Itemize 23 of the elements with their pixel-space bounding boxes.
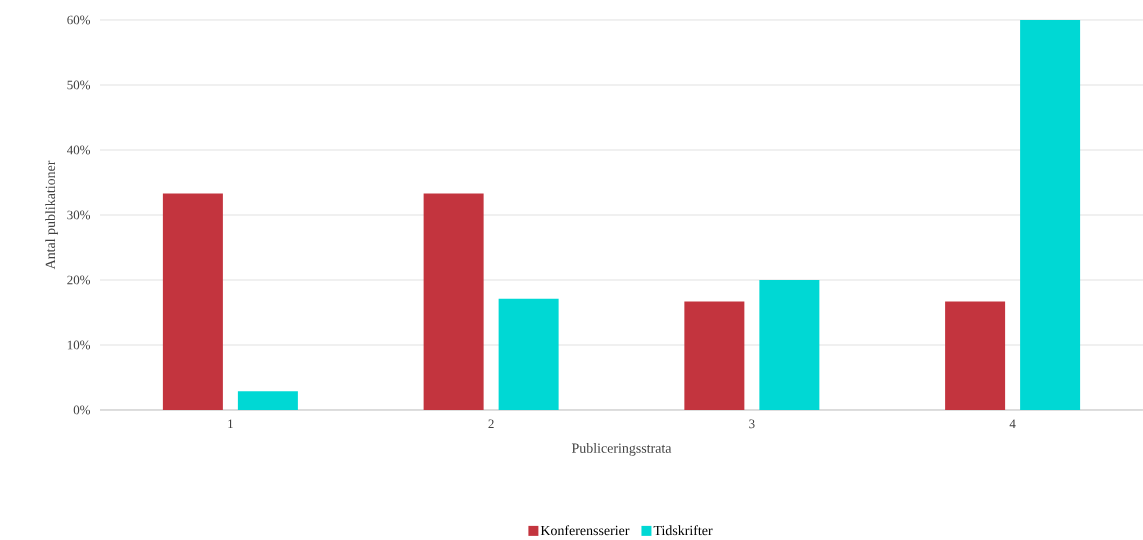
y-tick-label: 30% (67, 210, 91, 220)
y-tick-label: 10% (67, 340, 91, 350)
bar (1020, 19, 1081, 410)
y-axis-title: Antal publikationer (45, 160, 58, 270)
y-tick-label: 50% (67, 80, 91, 90)
x-axis-title: Publiceringsstrata (571, 443, 672, 456)
y-tick-label: 20% (67, 275, 91, 285)
y-tick-label: 40% (67, 145, 91, 155)
bar (423, 193, 484, 410)
bar (945, 301, 1006, 410)
bar (498, 298, 559, 410)
bar (237, 391, 298, 410)
x-tick-label: 3 (749, 419, 755, 429)
bar (162, 193, 223, 410)
legend-label: Konferensserier (540, 525, 630, 536)
y-tick-label: 0% (73, 405, 91, 415)
bar (759, 279, 820, 410)
bar (684, 301, 745, 410)
x-tick-label: 4 (1009, 419, 1016, 429)
x-tick-label: 2 (488, 419, 494, 429)
x-tick-label: 1 (228, 419, 233, 429)
y-tick-label: 60% (67, 15, 91, 25)
legend-label: Tidskrifter (653, 525, 713, 536)
